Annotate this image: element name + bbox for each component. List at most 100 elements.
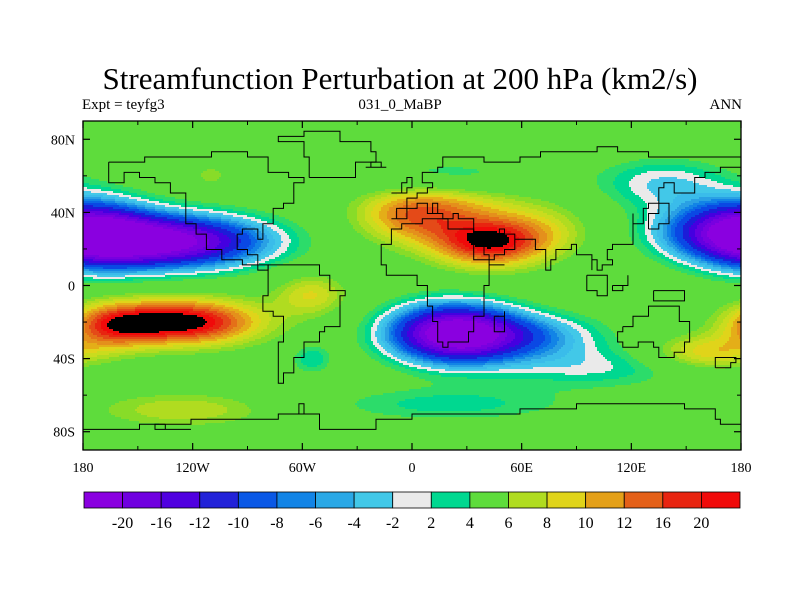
field-cell: [391, 325, 394, 328]
field-cell: [387, 351, 394, 354]
field-cell: [697, 265, 706, 268]
field-cell: [197, 327, 210, 330]
field-cell: [285, 231, 296, 234]
field-cell: [685, 345, 698, 348]
field-cell: [247, 251, 256, 254]
field-cell: [347, 209, 358, 212]
field-cell: [373, 241, 386, 244]
field-cell: [83, 267, 86, 270]
field-cell: [637, 207, 648, 210]
field-cell: [387, 211, 396, 214]
field-cell: [421, 365, 434, 368]
field-cell: [667, 209, 676, 212]
field-cell: [119, 313, 140, 316]
field-cell: [523, 337, 534, 340]
field-cell: [699, 339, 716, 342]
field-cell: [195, 269, 216, 272]
field-cell: [575, 215, 628, 218]
field-cell: [629, 199, 644, 202]
field-cell: [227, 229, 240, 232]
field-cell: [605, 337, 618, 340]
field-cell: [419, 305, 430, 308]
field-cell: [255, 245, 262, 248]
field-cell: [225, 273, 250, 276]
field-cell: [463, 209, 482, 212]
field-cell: [715, 311, 724, 314]
field-cell: [631, 383, 741, 386]
field-cell: [83, 371, 402, 374]
field-cell: [169, 213, 180, 216]
field-cell: [281, 293, 292, 296]
field-cell: [401, 315, 406, 318]
field-cell: [373, 235, 386, 238]
field-cell: [477, 321, 490, 324]
field-cell: [501, 305, 512, 308]
field-cell: [567, 237, 576, 240]
field-cell: [473, 251, 508, 254]
field-cell: [523, 333, 534, 336]
field-cell: [241, 417, 741, 420]
field-cell: [405, 367, 418, 370]
field-cell: [225, 261, 236, 264]
field-cell: [601, 353, 616, 356]
field-cell: [381, 345, 386, 348]
field-cell: [675, 209, 682, 212]
field-cell: [251, 239, 258, 242]
field-cell: [211, 345, 234, 348]
field-cell: [693, 349, 720, 352]
field-cell: [221, 173, 450, 176]
field-cell: [683, 257, 690, 260]
field-cell: [83, 227, 164, 230]
field-cell: [303, 363, 322, 366]
field-cell: [583, 225, 630, 228]
field-cell: [703, 211, 718, 214]
field-cell: [407, 349, 418, 352]
field-cell: [197, 239, 210, 242]
field-cell: [119, 401, 156, 404]
field-cell: [373, 323, 380, 326]
field-cell: [93, 277, 126, 280]
field-cell: [91, 315, 98, 318]
field-cell: [687, 251, 694, 254]
field-cell: [421, 347, 430, 350]
field-cell: [579, 217, 628, 220]
field-cell: [575, 341, 584, 344]
field-cell: [571, 389, 741, 392]
field-cell: [665, 211, 672, 214]
field-cell: [515, 333, 524, 336]
field-cell: [415, 329, 422, 332]
field-cell: [457, 347, 466, 350]
field-cell: [411, 251, 422, 254]
field-cell: [463, 257, 478, 260]
field-cell: [547, 247, 554, 250]
field-cell: [301, 361, 324, 364]
field-cell: [335, 287, 344, 290]
field-cell: [409, 241, 420, 244]
field-cell: [107, 331, 120, 334]
field-cell: [391, 349, 396, 352]
field-cell: [83, 301, 88, 304]
field-cell: [663, 349, 672, 352]
field-cell: [245, 261, 256, 264]
field-cell: [425, 263, 440, 266]
field-cell: [83, 271, 94, 274]
field-cell: [167, 271, 196, 274]
field-cell: [237, 213, 256, 216]
field-cell: [205, 423, 741, 426]
field-cell: [187, 233, 202, 236]
field-cell: [533, 237, 540, 240]
field-cell: [723, 333, 732, 336]
field-cell: [467, 237, 510, 240]
field-cell: [83, 395, 156, 398]
field-cell: [397, 403, 506, 406]
field-cell: [675, 337, 692, 340]
field-cell: [739, 265, 741, 268]
field-cell: [237, 235, 250, 238]
field-cell: [581, 333, 592, 336]
field-cell: [721, 267, 732, 270]
field-cell: [251, 249, 258, 252]
field-cell: [687, 363, 706, 366]
field-cell: [737, 331, 741, 334]
field-cell: [251, 409, 366, 412]
field-cell: [599, 185, 616, 188]
